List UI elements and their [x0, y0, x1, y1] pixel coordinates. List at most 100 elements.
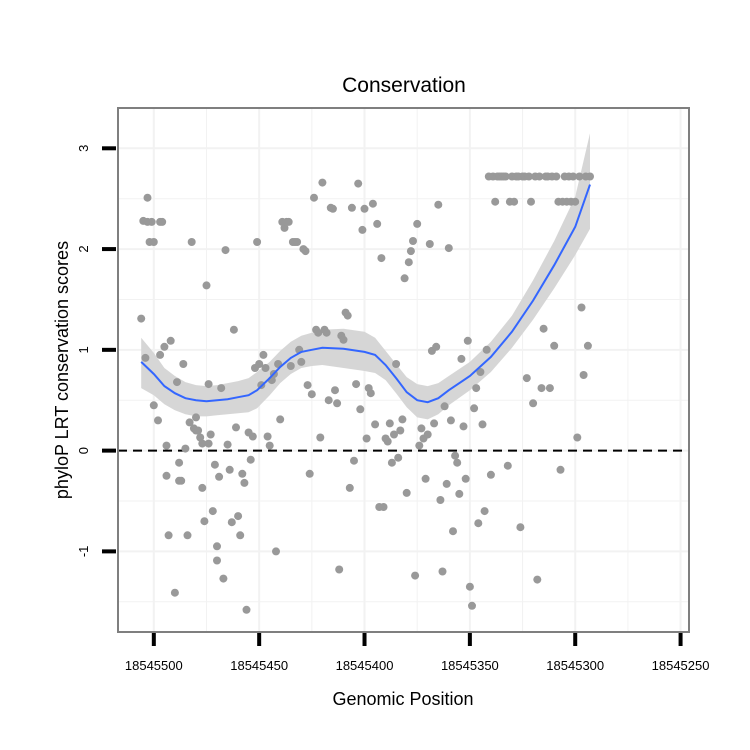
- data-point: [421, 474, 430, 483]
- data-point: [246, 455, 255, 464]
- data-point: [234, 512, 243, 521]
- data-point: [324, 396, 333, 405]
- data-point: [194, 426, 203, 435]
- x-axis-title: Genomic Position: [332, 689, 473, 709]
- data-point: [449, 527, 457, 536]
- y-axis: -1 0 1 2 3: [76, 145, 116, 557]
- data-point: [206, 430, 215, 439]
- data-point: [356, 405, 365, 414]
- data-point: [409, 237, 417, 245]
- data-point: [350, 456, 358, 465]
- data-point: [316, 433, 325, 442]
- data-point: [242, 605, 251, 614]
- data-point: [143, 193, 152, 202]
- data-point: [354, 179, 363, 188]
- data-point: [303, 381, 312, 390]
- data-point: [265, 441, 274, 450]
- data-point: [284, 217, 293, 226]
- data-point: [438, 567, 447, 576]
- data-point: [223, 440, 232, 449]
- y-tick-label: 1: [76, 346, 91, 353]
- x-tick-label: 18545400: [336, 658, 394, 673]
- data-point: [472, 384, 481, 393]
- data-point: [248, 432, 257, 441]
- data-point: [411, 571, 420, 580]
- data-point: [160, 342, 169, 351]
- data-point: [141, 353, 150, 362]
- data-point: [272, 547, 280, 556]
- data-point: [255, 360, 264, 368]
- data-point: [297, 357, 306, 366]
- data-point: [286, 362, 295, 370]
- data-point: [318, 178, 327, 187]
- chart-title: Conservation: [342, 74, 466, 97]
- data-point: [373, 219, 382, 228]
- data-point: [371, 420, 380, 429]
- data-point: [339, 335, 348, 344]
- data-point: [463, 336, 472, 345]
- data-point: [440, 402, 449, 411]
- data-point: [183, 531, 192, 540]
- y-tick-label: 2: [76, 245, 91, 252]
- data-point: [204, 380, 213, 389]
- data-point: [575, 172, 584, 181]
- data-point: [486, 470, 495, 479]
- data-point: [434, 200, 443, 209]
- data-point: [322, 328, 331, 337]
- confidence-band: [141, 133, 590, 420]
- plot-border: [117, 107, 690, 633]
- data-point: [444, 244, 453, 253]
- data-point: [259, 350, 268, 359]
- data-point: [202, 281, 211, 290]
- data-point: [314, 328, 323, 337]
- data-point: [307, 390, 316, 399]
- data-point: [586, 172, 594, 181]
- x-tick-label: 18545350: [441, 658, 499, 673]
- x-tick-label: 18545300: [546, 658, 604, 673]
- data-point: [400, 274, 409, 283]
- data-point: [293, 238, 302, 246]
- data-point: [423, 430, 432, 439]
- data-point: [446, 416, 455, 425]
- data-point: [347, 203, 356, 212]
- data-point: [535, 172, 544, 181]
- data-point: [154, 416, 162, 425]
- x-tick-label: 18545250: [652, 658, 710, 673]
- data-point: [377, 254, 386, 263]
- data-point: [200, 517, 209, 526]
- data-point: [360, 204, 369, 213]
- data-point: [404, 258, 413, 267]
- data-point: [229, 325, 238, 334]
- data-point: [491, 197, 500, 206]
- data-point: [170, 588, 179, 597]
- y-tick-label: 0: [76, 447, 91, 454]
- data-point: [192, 413, 200, 422]
- data-point: [208, 507, 217, 516]
- data-point: [480, 507, 489, 516]
- data-point: [398, 415, 407, 424]
- smooth-fit: [140, 184, 591, 404]
- data-point: [175, 458, 184, 467]
- data-point: [301, 247, 310, 256]
- data-point: [468, 601, 476, 610]
- x-axis: 18545500 18545450 18545400 18545350 18545300…: [125, 633, 710, 673]
- data-point: [379, 503, 388, 511]
- data-point: [219, 574, 228, 583]
- data-point: [362, 434, 371, 443]
- data-point: [482, 345, 491, 354]
- y-tick-label: -1: [76, 546, 91, 558]
- data-point: [253, 238, 262, 246]
- data-point: [436, 496, 445, 504]
- data-point: [158, 217, 167, 226]
- data-point: [516, 523, 525, 532]
- data-point: [529, 399, 538, 408]
- data-point: [385, 419, 394, 428]
- data-point: [455, 489, 464, 498]
- data-point: [476, 368, 485, 376]
- data-point: [569, 172, 578, 181]
- data-point: [406, 247, 415, 256]
- data-point: [413, 219, 422, 228]
- data-point: [539, 324, 548, 333]
- data-point: [198, 483, 207, 492]
